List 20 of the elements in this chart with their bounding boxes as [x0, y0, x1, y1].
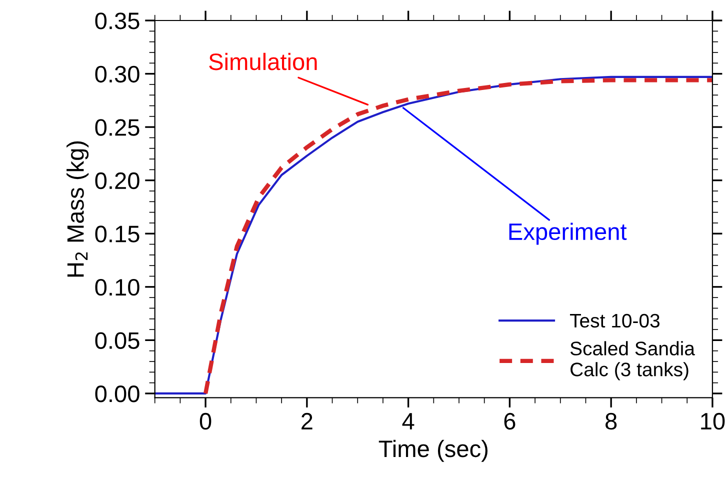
x-tick-label: 6 — [504, 412, 516, 430]
legend-label: Test 10-03 — [570, 314, 660, 328]
y-tick-label: 0.10 — [95, 278, 140, 296]
y-tick-label: 0.05 — [95, 332, 140, 349]
y-tick-label: 0.25 — [95, 119, 140, 136]
legend-label: Scaled Sandia Calc (3 tanks) — [570, 341, 695, 380]
y-tick-label: 0.00 — [95, 386, 140, 402]
y-tick-label: 0.20 — [95, 172, 140, 190]
annotation: Experiment — [509, 222, 627, 245]
x-axis-title: Time (sec) — [378, 440, 488, 462]
y-tick-label: 0.30 — [95, 66, 140, 83]
x-tick-label: 10 — [701, 412, 725, 430]
y-axis-title: H$_{2}$ Mass (kg) — [66, 141, 89, 277]
y-tick-label: 0.35 — [95, 12, 140, 30]
x-tick-label: 8 — [606, 412, 617, 430]
x-tick-label: 2 — [302, 412, 312, 430]
x-tick-label: 4 — [402, 413, 414, 430]
x-tick-label: 0 — [200, 412, 212, 430]
annotation: Simulation — [209, 52, 317, 70]
y-tick-label: 0.15 — [95, 226, 140, 242]
